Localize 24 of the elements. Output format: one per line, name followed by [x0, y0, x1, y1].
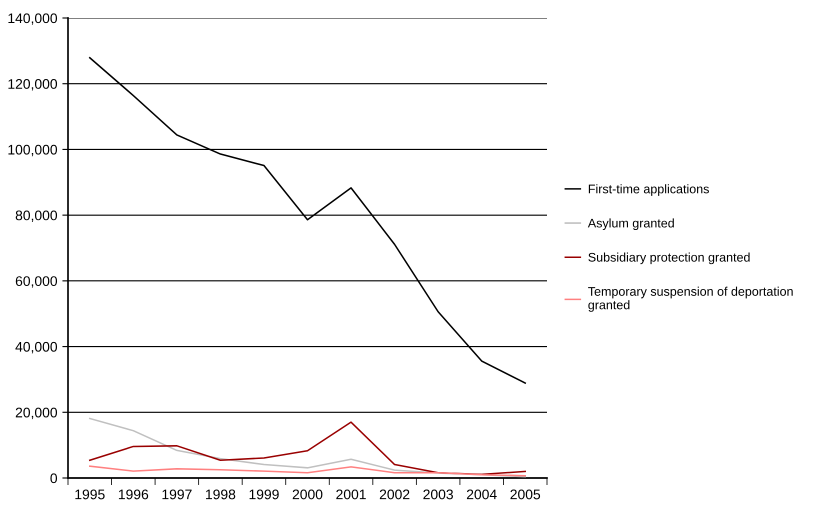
y-tick-label: 40,000: [15, 342, 58, 354]
x-tick-label: 1997: [162, 489, 192, 500]
x-tick-label: 2005: [510, 489, 540, 500]
x-tick-label: 2000: [292, 489, 322, 500]
x-tick-label: 2001: [336, 489, 366, 500]
y-tick-label: 20,000: [16, 408, 58, 420]
legend-label: Subsidiary protection granted: [588, 252, 750, 264]
legend-label: First-time applications: [588, 184, 709, 196]
y-tick-label: 80,000: [16, 210, 58, 222]
y-tick-label: 100,000: [8, 144, 58, 156]
legend-label: Temporary suspension of deportation granted: [588, 286, 793, 312]
y-tick-label: 0: [50, 473, 58, 484]
y-tick-label: 120,000: [8, 79, 58, 91]
legend-label: Asylum granted: [588, 218, 674, 230]
x-tick-label: 2003: [423, 489, 453, 500]
x-tick-label: 1996: [118, 489, 148, 500]
x-tick-label: 2004: [466, 489, 497, 500]
x-tick-label: 1999: [250, 489, 279, 500]
line-series: [89, 465, 526, 476]
x-tick-label: 2002: [380, 489, 410, 500]
y-tick-label: 60,000: [16, 276, 58, 288]
y-tick-label: 140,000: [8, 13, 58, 25]
x-tick-label: 1998: [206, 489, 236, 500]
x-tick-label: 1995: [75, 489, 105, 500]
